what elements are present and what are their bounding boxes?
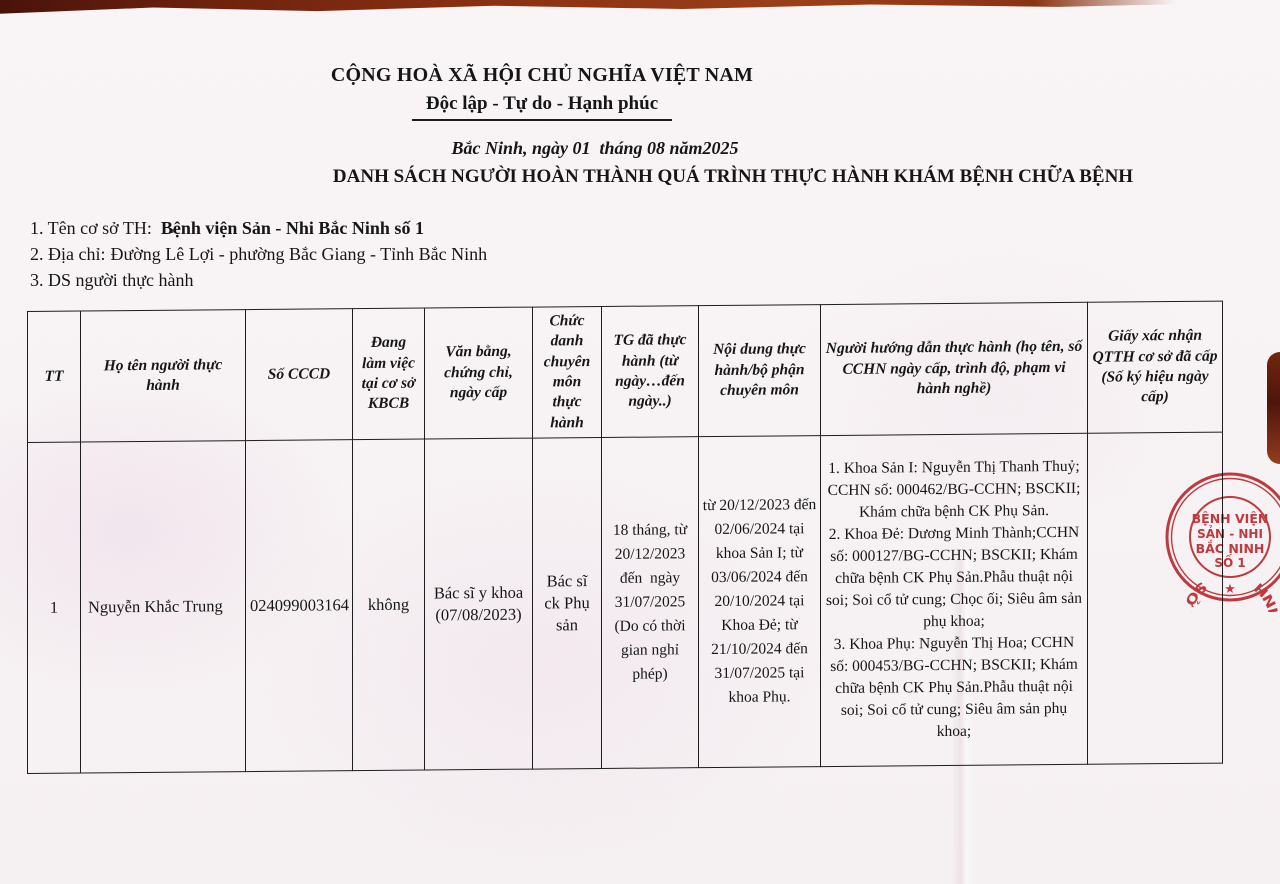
cell-duration: 18 tháng, từ 20/12/2023 đến ngày 31/07/2… bbox=[601, 436, 699, 769]
cell-working: không bbox=[352, 439, 425, 771]
stamp-center-line-2: SẢN - NHI bbox=[1197, 525, 1263, 541]
mentor-entry: 1. Khoa Sản I: Nguyễn Thị Thanh Thuỷ; CC… bbox=[827, 457, 1081, 521]
practice-table: TT Họ tên người thực hành Số CCCD Đang l… bbox=[27, 301, 1223, 774]
motto-row: Độc lập - Tự do - Hạnh phúc bbox=[0, 93, 1084, 121]
paper-crease bbox=[952, 560, 976, 884]
cell-mentors: 1. Khoa Sản I: Nguyễn Thị Thanh Thuỷ; CC… bbox=[820, 433, 1088, 767]
cell-tt: 1 bbox=[27, 442, 81, 774]
col-header-working: Đang làm việc tại cơ sở KBCB bbox=[352, 308, 425, 440]
mentor-entry: 3. Khoa Phụ: Nguyễn Thị Hoa; CCHN số: 00… bbox=[830, 633, 1078, 741]
date-place-line: Bắc Ninh, ngày 01 tháng 08 năm2025 bbox=[451, 138, 739, 158]
cell-content: từ 20/12/2023 đến 02/06/2024 tại khoa Sả… bbox=[698, 435, 821, 768]
scan-edge-blob-right bbox=[1267, 352, 1280, 464]
col-header-certificate: Giấy xác nhận QTTH cơ sở đã cấp (Số ký h… bbox=[1087, 301, 1223, 434]
facility-name: Bệnh viện Sản - Nhi Bắc Ninh số 1 bbox=[160, 218, 424, 238]
col-header-cccd: Số CCCD bbox=[245, 308, 353, 441]
info-list: 1. Tên cơ sở TH: Bệnh viện Sản - Nhi Bắc … bbox=[30, 215, 487, 293]
stamp-center-line-3: BẮC NINH bbox=[1196, 540, 1265, 556]
stamp-center-line-1: BỆNH VIỆN bbox=[1192, 511, 1269, 526]
cell-title: Bác sĩ ck Phụ sản bbox=[532, 437, 602, 770]
stamp-center-line-4: SỐ 1 bbox=[1214, 553, 1245, 570]
national-header-line: CỘNG HOÀ XÃ HỘI CHỦ NGHĨA VIỆT NAM bbox=[330, 64, 754, 86]
mentor-entry: 2. Khoa Đẻ: Dương Minh Thành;CCHN số: 00… bbox=[826, 523, 1082, 631]
col-header-degree: Văn bằng, chứng chỉ, ngày cấp bbox=[424, 307, 533, 440]
stamp-second-ring bbox=[1170, 477, 1280, 597]
table-row: 1 Nguyễn Khắc Trung 024099003164 không B… bbox=[27, 432, 1223, 774]
cell-degree: Bác sĩ y khoa (07/08/2023) bbox=[424, 438, 533, 771]
col-header-content: Nội dung thực hành/bộ phận chuyên môn bbox=[698, 304, 821, 437]
cell-cccd: 024099003164 bbox=[245, 439, 353, 772]
document-title: DANH SÁCH NGƯỜI HOÀN THÀNH QUÁ TRÌNH THỰ… bbox=[332, 166, 1134, 187]
stamp-inner-ring bbox=[1189, 496, 1271, 578]
scan-edge-band-top bbox=[0, 0, 1176, 14]
stamp-outer-ring bbox=[1165, 472, 1280, 602]
scan-speck bbox=[170, 229, 174, 233]
info-item-facility: 1. Tên cơ sở TH: Bệnh viện Sản - Nhi Bắc … bbox=[30, 215, 487, 241]
cell-name: Nguyễn Khắc Trung bbox=[80, 440, 246, 774]
star-icon: ★ bbox=[1224, 582, 1236, 597]
col-header-name: Họ tên người thực hành bbox=[80, 309, 246, 443]
info-item-list-heading: 3. DS người thực hành bbox=[30, 267, 487, 293]
col-header-title: Chức danh chuyên môn thực hành bbox=[532, 306, 602, 439]
info-item-address: 2. Địa chỉ: Đường Lê Lợi - phường Bắc Gia… bbox=[30, 241, 487, 267]
address-value: Đường Lê Lợi - phường Bắc Giang - Tỉnh B… bbox=[110, 244, 488, 264]
official-stamp: SỞ Y TẾ TỈNH BẮC NINH BỆNH VIỆN SẢN - NH… bbox=[1155, 462, 1280, 675]
motto-line: Độc lập - Tự do - Hạnh phúc bbox=[411, 93, 673, 121]
table-header-row: TT Họ tên người thực hành Số CCCD Đang l… bbox=[27, 301, 1223, 443]
address-label: 2. Địa chỉ: bbox=[30, 244, 106, 264]
facility-label: 1. Tên cơ sở TH: bbox=[30, 218, 152, 238]
stamp-graphic: SỞ Y TẾ TỈNH BẮC NINH BỆNH VIỆN SẢN - NH… bbox=[1165, 472, 1280, 675]
practice-table-wrapper: TT Họ tên người thực hành Số CCCD Đang l… bbox=[27, 301, 1223, 774]
col-header-duration: TG đã thực hành (từ ngày…đến ngày..) bbox=[601, 305, 699, 438]
col-header-tt: TT bbox=[27, 311, 81, 443]
list-heading-label: 3. DS người thực hành bbox=[30, 270, 194, 290]
col-header-mentors: Người hướng dẫn thực hành (họ tên, số CC… bbox=[820, 302, 1088, 436]
